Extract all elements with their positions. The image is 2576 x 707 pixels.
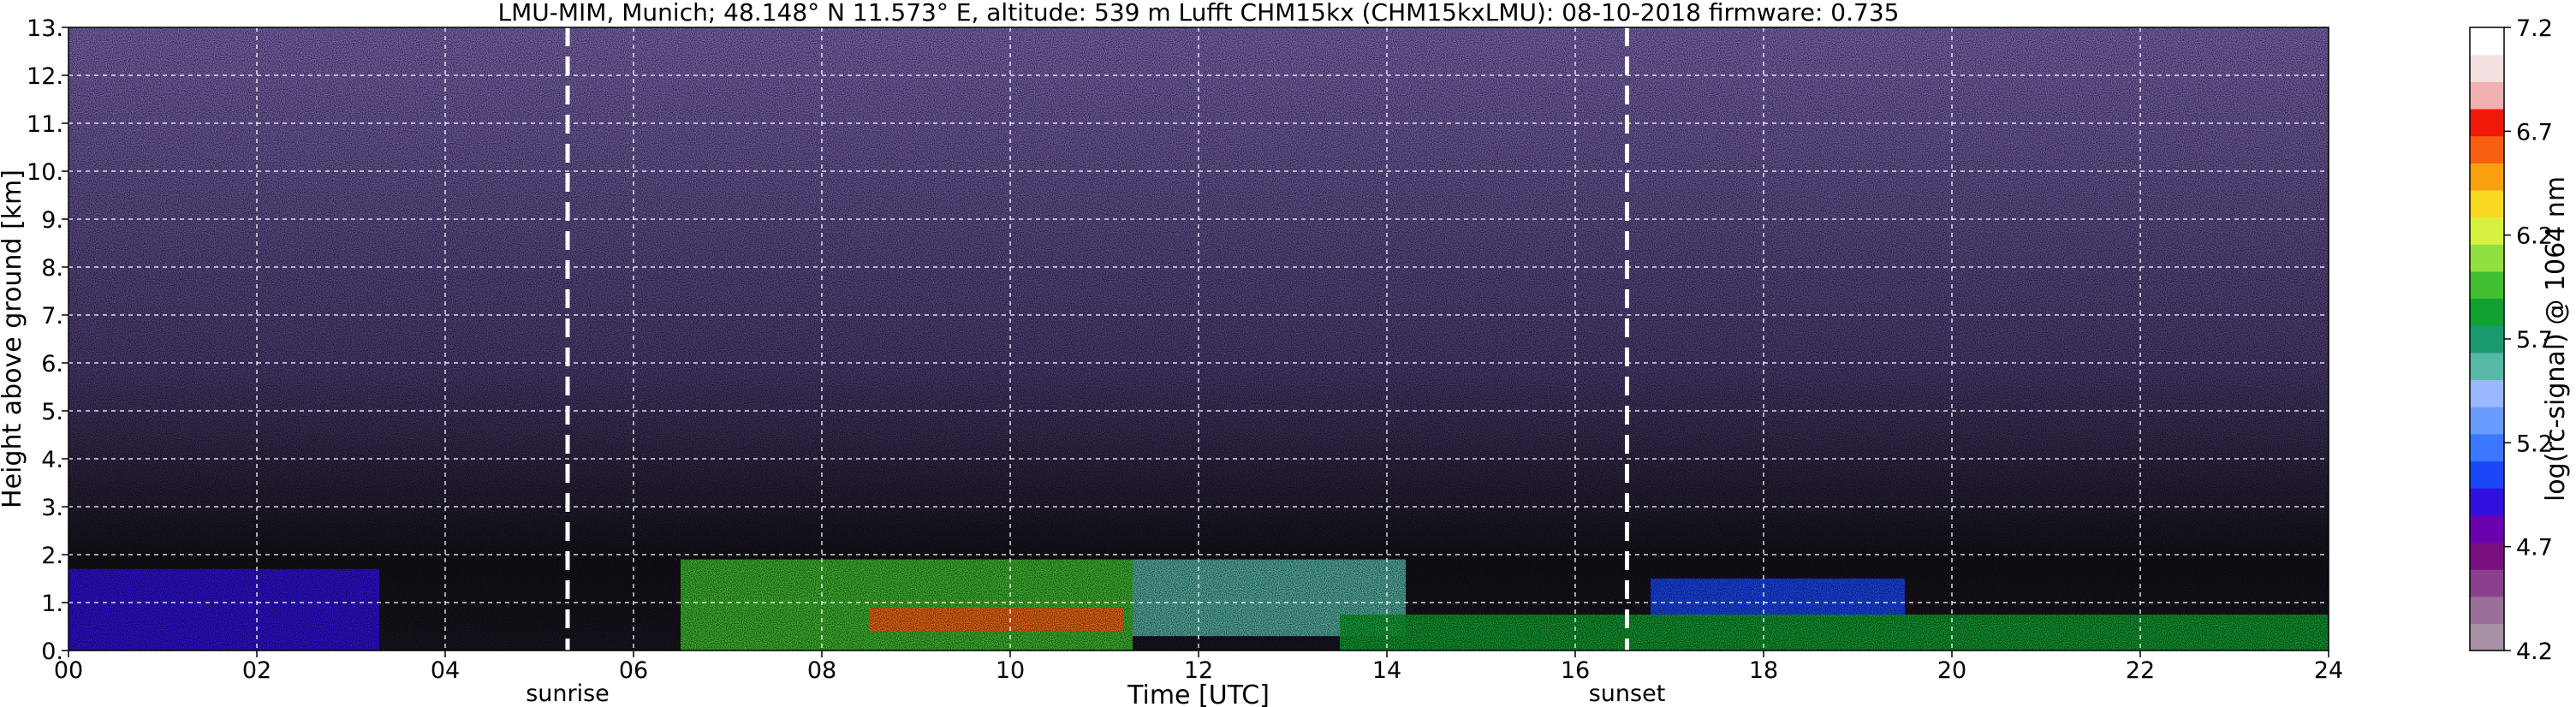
marker-label-sunset: sunset [1589, 680, 1666, 707]
y-tick-label: 12. [27, 63, 63, 90]
y-tick-label: 7. [41, 303, 63, 330]
colorbar-segment [2470, 108, 2504, 137]
colorbar-segment [2470, 488, 2504, 516]
colorbar-segment [2470, 379, 2504, 407]
colorbar-segment [2470, 623, 2504, 651]
colorbar-segment [2470, 27, 2504, 56]
y-tick-label: 11. [27, 111, 63, 138]
colorbar-segment [2470, 596, 2504, 624]
colorbar-segment [2470, 270, 2504, 300]
y-tick-label: 10. [27, 159, 63, 186]
x-tick-label: 08 [807, 657, 836, 684]
colorbar-segment [2470, 189, 2504, 218]
x-axis-ticks: 00 02 04 06 08 10 12 14 16 18 20 22 24 [54, 651, 2343, 684]
colorbar-tick-label: 4.7 [2516, 535, 2553, 561]
colorbar-segment [2470, 407, 2504, 435]
grid [68, 27, 2329, 651]
colorbar-segment [2470, 514, 2504, 543]
colorbar-segment [2470, 460, 2504, 489]
colorbar-segment [2470, 135, 2504, 163]
x-tick-label: 02 [242, 657, 271, 684]
colorbar-tick-label: 7.2 [2516, 15, 2553, 42]
x-tick-label: 00 [54, 657, 83, 684]
y-tick-label: 13. [27, 15, 63, 42]
colorbar-segment [2470, 542, 2504, 570]
colorbar-tick-label: 5.7 [2516, 327, 2553, 354]
colorbar-segment [2470, 325, 2504, 354]
colorbar-tick-label: 6.2 [2516, 223, 2553, 250]
colorbar-segment [2470, 433, 2504, 462]
y-tick-label: 6. [41, 351, 63, 377]
x-axis-label: Time [UTC] [1127, 680, 1270, 707]
colorbar-tick-label: 4.2 [2516, 639, 2553, 665]
y-tick-label: 3. [41, 495, 63, 521]
colorbar-segment [2470, 217, 2504, 245]
colorbar [2469, 27, 2505, 651]
x-tick-label: 24 [2314, 657, 2343, 684]
colorbar-ticks: 4.2 4.7 5.2 5.7 6.2 6.7 7.2 [2504, 15, 2553, 665]
colorbar-label: log(rc-signal) @ 1064 nm [2541, 176, 2571, 502]
colorbar-segment [2470, 54, 2504, 82]
colorbar-segment [2470, 298, 2504, 326]
colorbar-segment [2470, 81, 2504, 110]
y-tick-label: 1. [41, 591, 63, 617]
y-tick-label: 8. [41, 255, 63, 282]
colorbar-segment [2470, 569, 2504, 597]
y-axis-ticks: 0. 1. 2. 3. 4. 5. 6. 7. 8. 9. 10. 11. 12. 13. [27, 15, 68, 665]
x-tick-label: 16 [1561, 657, 1590, 684]
colorbar-tick-label: 5.2 [2516, 431, 2553, 457]
y-tick-label: 9. [41, 207, 63, 234]
y-tick-label: 2. [41, 543, 63, 569]
x-tick-label: 12 [1184, 657, 1213, 684]
sun-markers: sunrise sunset [526, 27, 1665, 707]
y-axis-label: Height above ground [km] [0, 169, 27, 508]
y-tick-label: 5. [41, 399, 63, 425]
x-tick-label: 04 [431, 657, 460, 684]
y-tick-label: 4. [41, 447, 63, 473]
colorbar-segment [2470, 244, 2504, 272]
chart-title: LMU-MIM, Munich; 48.148° N 11.573° E, al… [498, 0, 1900, 27]
colorbar-segment [2470, 163, 2504, 191]
x-tick-label: 06 [619, 657, 648, 684]
x-tick-label: 10 [996, 657, 1025, 684]
colorbar-tick-label: 6.7 [2516, 119, 2553, 146]
colorbar-segment [2470, 352, 2504, 381]
x-tick-label: 20 [1937, 657, 1966, 684]
x-tick-label: 22 [2126, 657, 2155, 684]
y-tick-label: 0. [41, 639, 63, 665]
marker-label-sunrise: sunrise [526, 680, 610, 707]
x-tick-label: 18 [1749, 657, 1778, 684]
x-tick-label: 14 [1372, 657, 1401, 684]
